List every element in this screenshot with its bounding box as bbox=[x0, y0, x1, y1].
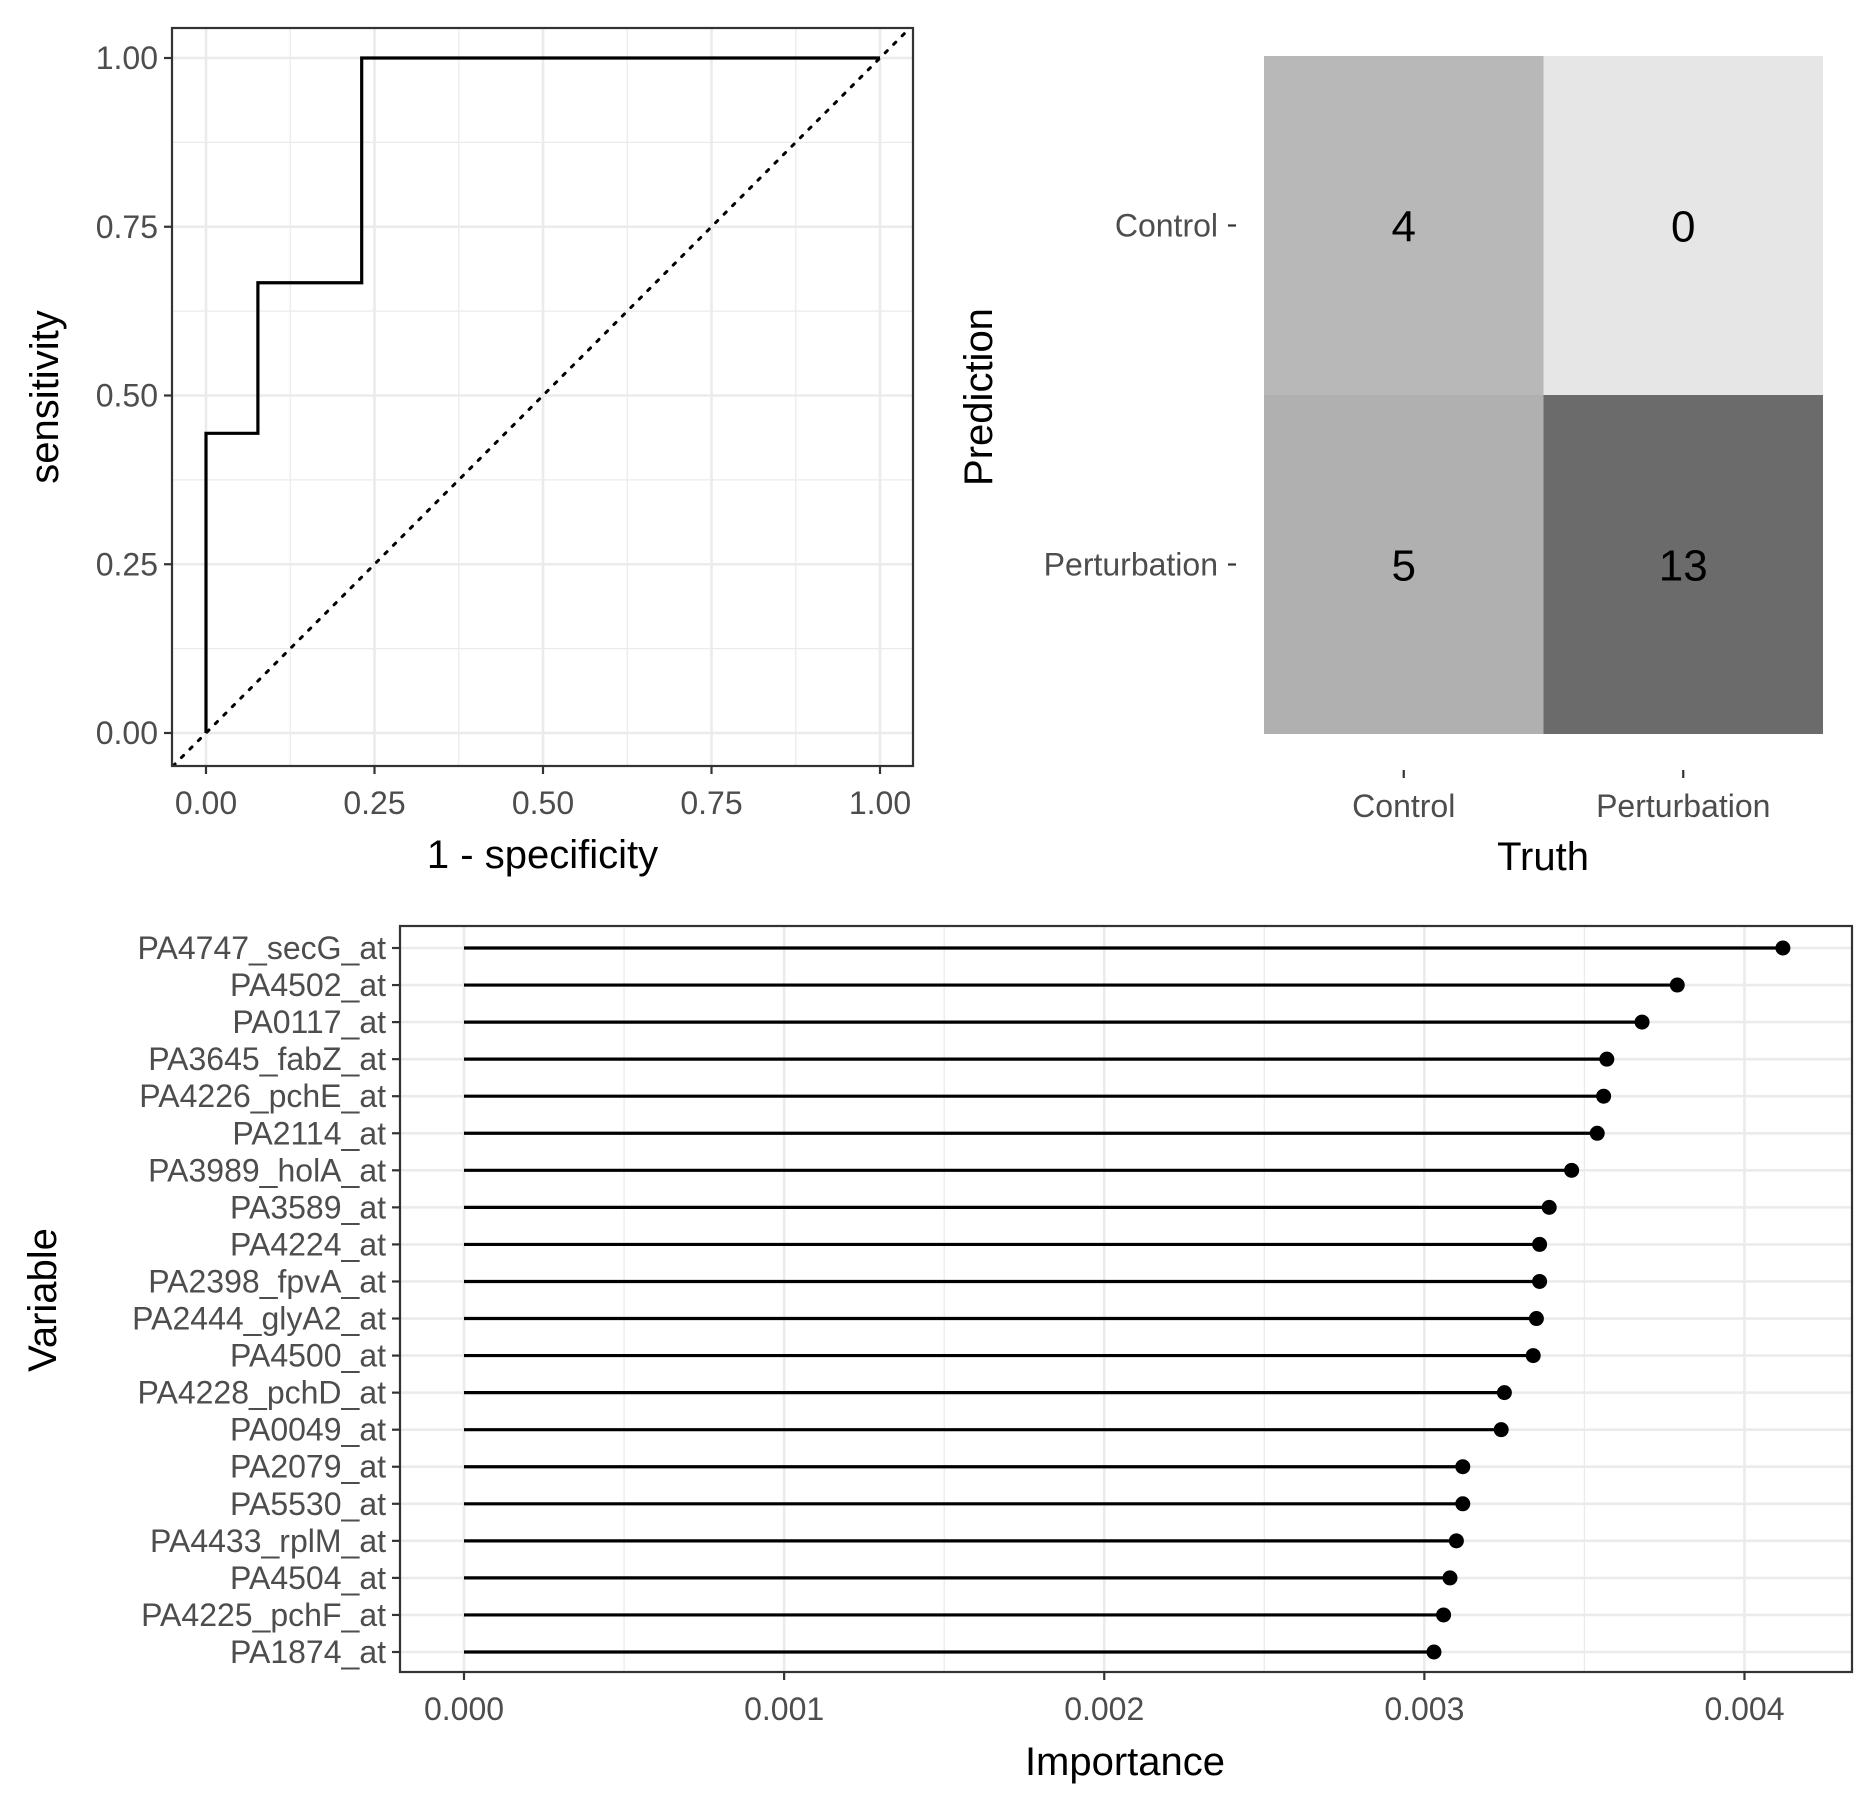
vi-y-tick-label: PA4504_at bbox=[230, 1560, 386, 1596]
vi-y-tick-label: PA4225_pchF_at bbox=[141, 1597, 386, 1633]
roc-y-tick-label: 0.00 bbox=[96, 715, 158, 751]
vi-y-tick-label: PA4747_secG_at bbox=[138, 930, 387, 966]
vi-lollipop-point bbox=[1532, 1273, 1548, 1289]
cm-cell-value-label: 5 bbox=[1392, 542, 1416, 591]
vi-y-tick-label: PA4226_pchE_at bbox=[139, 1078, 386, 1114]
roc-y-tick-label: 1.00 bbox=[96, 40, 158, 76]
vi-y-tick-label: PA0117_at bbox=[232, 1004, 386, 1040]
roc-y-tick-label: 0.25 bbox=[96, 546, 158, 582]
vi-lollipop-point bbox=[1455, 1459, 1471, 1475]
vi-y-tick-label: PA4228_pchD_at bbox=[138, 1375, 387, 1411]
roc-y-tick-label: 0.50 bbox=[96, 378, 158, 414]
vi-y-tick-label: PA1874_at bbox=[230, 1634, 386, 1670]
vi-lollipop-point bbox=[1775, 940, 1791, 956]
cm-cell-value-label: 13 bbox=[1659, 542, 1708, 591]
cm-x-tick-label: Perturbation bbox=[1596, 788, 1770, 824]
vi-panel-background bbox=[400, 926, 1852, 1672]
cm-cell-value-label: 4 bbox=[1392, 203, 1416, 252]
vi-lollipop-point bbox=[1528, 1311, 1544, 1327]
vi-y-axis-title: Variable bbox=[21, 1228, 65, 1372]
cm-y-tick-label: Perturbation bbox=[1044, 547, 1218, 583]
roc-curve-line bbox=[204, 56, 880, 733]
vi-x-tick-label: 0.002 bbox=[1064, 1691, 1144, 1727]
roc-x-tick-label: 0.50 bbox=[512, 785, 574, 821]
roc-chart: 0.00 0.25 0.50 0.75 1.00 0.00 0.25 0.50 0.75 1.00… bbox=[23, 26, 915, 877]
vi-lollipop-point bbox=[1493, 1422, 1509, 1438]
cm-cell-value-label: 0 bbox=[1671, 203, 1695, 252]
vi-y-tick-label: PA3589_at bbox=[230, 1189, 386, 1225]
vi-lollipop-point bbox=[1426, 1644, 1442, 1660]
vi-lollipop-point bbox=[1442, 1570, 1458, 1586]
cm-y-tick-label: Control bbox=[1115, 208, 1218, 244]
vi-y-tick-label: PA0049_at bbox=[230, 1412, 386, 1448]
vi-lollipop-point bbox=[1596, 1088, 1612, 1104]
roc-x-tick-label: 0.25 bbox=[343, 785, 405, 821]
vi-lollipop-point bbox=[1496, 1385, 1512, 1401]
vi-x-tick-label: 0.003 bbox=[1384, 1691, 1464, 1727]
vi-y-tick-label: PA3645_fabZ_at bbox=[148, 1041, 386, 1077]
cm-cell bbox=[1543, 395, 1823, 734]
vi-panel-border bbox=[398, 924, 1854, 1674]
vi-lollipop-point bbox=[1448, 1533, 1464, 1549]
vi-y-tick-label: PA4433_rplM_at bbox=[150, 1523, 386, 1559]
vi-lollipop-point bbox=[1436, 1607, 1452, 1623]
vi-y-tick-label: PA2444_glyA2_at bbox=[132, 1301, 386, 1337]
roc-x-axis-title: 1 - specificity bbox=[427, 833, 658, 877]
vi-lollipop-point bbox=[1634, 1014, 1650, 1030]
vi-lollipop-point bbox=[1564, 1162, 1580, 1178]
cm-y-axis-title: Prediction bbox=[957, 308, 1001, 486]
vi-x-tick-label: 0.001 bbox=[744, 1691, 824, 1727]
cm-cell bbox=[1264, 56, 1544, 395]
variable-importance-chart: 0.000 0.001 0.002 0.003 0.004PA4747_secG_atP… bbox=[21, 924, 1854, 1784]
vi-lollipop-point bbox=[1669, 977, 1685, 993]
vi-x-axis-title: Importance bbox=[1025, 1740, 1225, 1784]
roc-x-tick-label: 1.00 bbox=[849, 785, 911, 821]
vi-lollipop-point bbox=[1455, 1496, 1471, 1512]
vi-lollipop-point bbox=[1532, 1236, 1548, 1252]
cm-x-tick-label: Control bbox=[1352, 788, 1455, 824]
roc-x-tick-label: 0.75 bbox=[680, 785, 742, 821]
vi-lollipop-point bbox=[1541, 1199, 1557, 1215]
vi-y-tick-label: PA2079_at bbox=[230, 1449, 386, 1485]
cm-cell bbox=[1264, 395, 1544, 734]
vi-y-tick-label: PA5530_at bbox=[230, 1486, 386, 1522]
vi-y-tick-label: PA4502_at bbox=[230, 967, 386, 1003]
roc-y-tick-label: 0.75 bbox=[96, 209, 158, 245]
confusion-matrix-chart: 4 0 5 13 Control Perturbation Control Perturba… bbox=[957, 56, 1823, 879]
vi-y-tick-label: PA2398_fpvA_at bbox=[148, 1263, 386, 1299]
cm-x-axis-title: Truth bbox=[1497, 835, 1589, 879]
vi-y-tick-label: PA4500_at bbox=[230, 1338, 386, 1374]
cm-cell bbox=[1543, 56, 1823, 395]
vi-x-tick-label: 0.004 bbox=[1704, 1691, 1784, 1727]
vi-y-tick-label: PA2114_at bbox=[232, 1115, 386, 1151]
roc-x-tick-label: 0.00 bbox=[175, 785, 237, 821]
vi-lollipop-point bbox=[1589, 1125, 1605, 1141]
roc-y-axis-title: sensitivity bbox=[23, 310, 67, 483]
vi-x-tick-label: 0.000 bbox=[424, 1691, 504, 1727]
vi-y-tick-label: PA3989_holA_at bbox=[148, 1152, 386, 1188]
vi-lollipop-point bbox=[1599, 1051, 1615, 1067]
vi-y-tick-label: PA4224_at bbox=[230, 1226, 386, 1262]
vi-lollipop-point bbox=[1525, 1348, 1541, 1364]
